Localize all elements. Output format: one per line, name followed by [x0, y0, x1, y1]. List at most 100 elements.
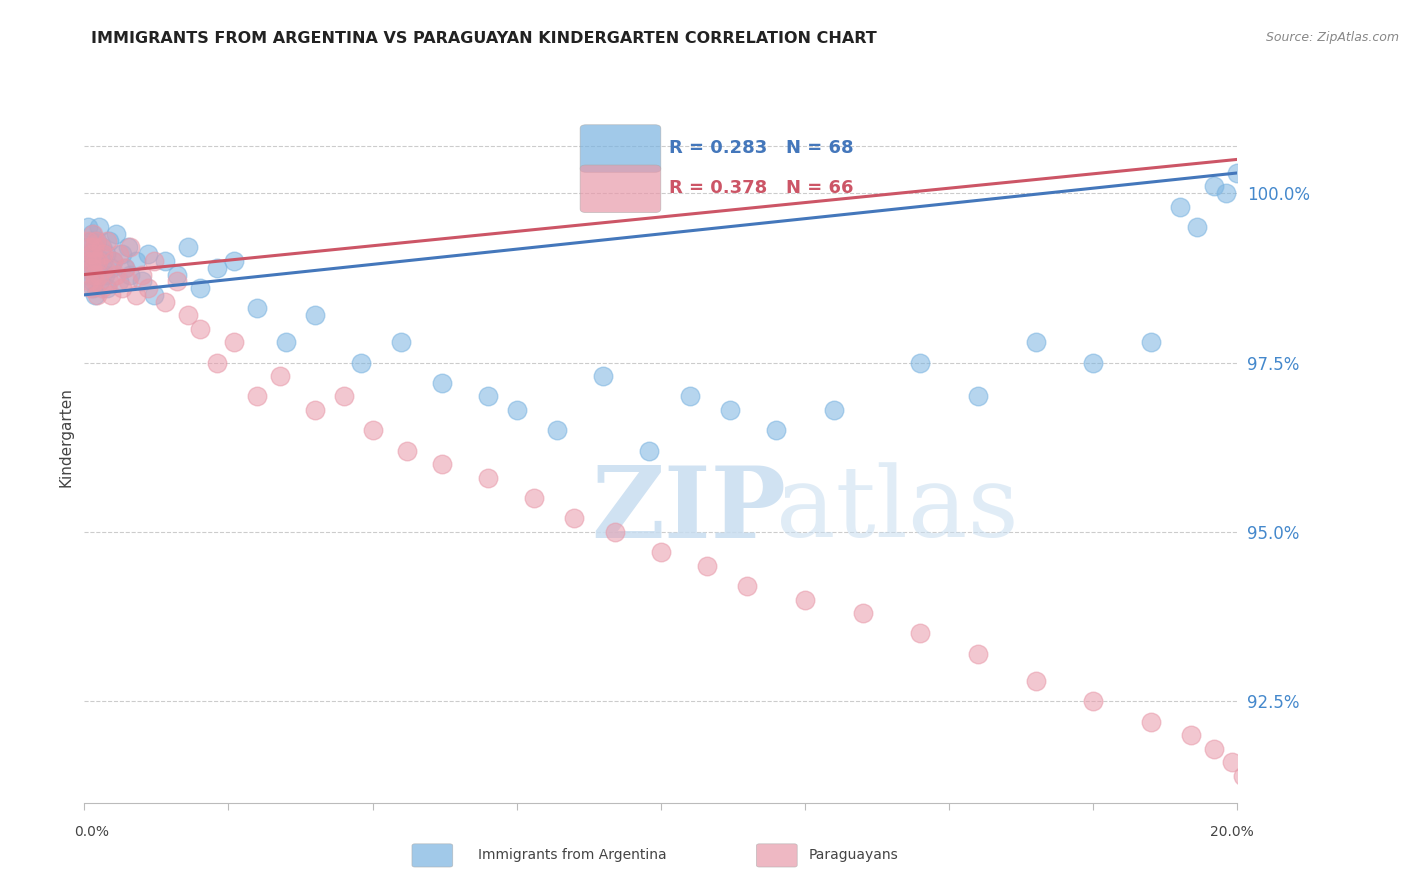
FancyBboxPatch shape	[581, 165, 661, 212]
Point	[105, 268, 128, 282]
Point	[83, 240, 105, 254]
Point	[1083, 694, 1105, 708]
Point	[188, 322, 211, 336]
Point	[794, 592, 817, 607]
Point	[96, 281, 118, 295]
Point	[1185, 220, 1208, 235]
Point	[76, 240, 98, 254]
Point	[80, 254, 103, 268]
Point	[90, 240, 112, 254]
Point	[304, 403, 326, 417]
Point	[1025, 673, 1047, 688]
Text: Paraguayans: Paraguayans	[808, 847, 898, 862]
Point	[477, 389, 499, 403]
Point	[79, 260, 101, 275]
Text: IMMIGRANTS FROM ARGENTINA VS PARAGUAYAN KINDERGARTEN CORRELATION CHART: IMMIGRANTS FROM ARGENTINA VS PARAGUAYAN …	[91, 31, 877, 46]
Point	[79, 240, 101, 254]
Point	[94, 260, 117, 275]
Point	[153, 254, 176, 268]
Point	[136, 247, 159, 261]
Point	[100, 260, 122, 275]
Point	[910, 626, 932, 640]
Y-axis label: Kindergarten: Kindergarten	[58, 387, 73, 487]
Point	[188, 281, 211, 295]
Point	[98, 234, 121, 248]
Point	[205, 260, 228, 275]
Point	[80, 281, 103, 295]
Point	[638, 443, 661, 458]
Point	[131, 268, 153, 282]
Point	[96, 234, 118, 248]
Point	[276, 335, 298, 350]
Point	[98, 274, 121, 288]
Point	[83, 254, 105, 268]
Point	[86, 288, 108, 302]
Point	[430, 376, 453, 390]
Point	[93, 268, 115, 282]
Point	[1140, 714, 1163, 729]
Point	[114, 260, 136, 275]
Text: Immigrants from Argentina: Immigrants from Argentina	[478, 847, 666, 862]
Point	[82, 281, 104, 295]
Point	[80, 254, 103, 268]
Point	[679, 389, 702, 403]
Point	[1168, 200, 1191, 214]
Point	[205, 355, 228, 369]
Point	[506, 403, 529, 417]
Point	[117, 274, 139, 288]
Point	[967, 647, 990, 661]
Point	[166, 268, 188, 282]
Point	[166, 274, 188, 288]
Point	[84, 274, 107, 288]
Point	[269, 369, 291, 384]
Point	[77, 268, 100, 282]
Point	[86, 234, 108, 248]
Point	[1232, 769, 1254, 783]
Point	[111, 281, 134, 295]
Point	[391, 335, 413, 350]
Point	[105, 227, 128, 241]
Point	[1204, 179, 1226, 194]
Point	[120, 240, 142, 254]
Point	[477, 471, 499, 485]
Point	[696, 558, 718, 573]
Point	[564, 511, 586, 525]
Point	[333, 389, 356, 403]
Point	[80, 234, 103, 248]
Point	[125, 254, 148, 268]
Point	[523, 491, 546, 505]
FancyBboxPatch shape	[581, 125, 661, 172]
Point	[89, 274, 111, 288]
Point	[76, 234, 98, 248]
Point	[823, 403, 845, 417]
Point	[83, 268, 105, 282]
Point	[83, 240, 105, 254]
Point	[224, 335, 246, 350]
Point	[82, 227, 104, 241]
Point	[1215, 186, 1237, 201]
Point	[87, 254, 110, 268]
Point	[87, 260, 110, 275]
Point	[125, 288, 148, 302]
Point	[91, 254, 114, 268]
Point	[350, 355, 373, 369]
Point	[1025, 335, 1047, 350]
Point	[1140, 335, 1163, 350]
Point	[1226, 166, 1249, 180]
Point	[224, 254, 246, 268]
Point	[546, 423, 568, 437]
Point	[103, 254, 125, 268]
Text: ZIP: ZIP	[592, 462, 786, 558]
Point	[117, 240, 139, 254]
Point	[177, 240, 200, 254]
Point	[84, 234, 107, 248]
Point	[967, 389, 990, 403]
Point	[304, 308, 326, 322]
Text: 20.0%: 20.0%	[1209, 825, 1254, 839]
Point	[79, 247, 101, 261]
Point	[153, 294, 176, 309]
Point	[1204, 741, 1226, 756]
Point	[82, 227, 104, 241]
Text: 0.0%: 0.0%	[75, 825, 108, 839]
Point	[246, 389, 269, 403]
